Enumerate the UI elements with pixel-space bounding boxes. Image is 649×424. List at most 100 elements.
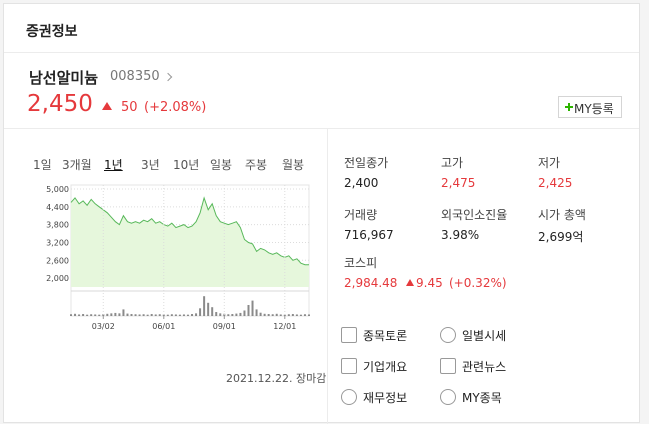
volume-bar (235, 313, 238, 316)
volume-bar (86, 314, 89, 316)
link-label[interactable]: 관련뉴스 (462, 360, 507, 374)
volume-bar (134, 314, 137, 316)
volume-bar (126, 313, 129, 316)
stock-name[interactable]: 남선알미늄 (29, 69, 99, 87)
x-tick-label: 12/01 (273, 322, 296, 331)
y-tick-label: 4,400 (46, 203, 69, 212)
volume-bar (227, 314, 230, 316)
period-tab[interactable]: 1년 (104, 158, 123, 172)
volume-bar (170, 314, 173, 316)
card-title: 증권정보 (26, 24, 78, 40)
volume-bar (110, 313, 113, 316)
stock-change-rate: (+2.08%) (144, 100, 207, 115)
period-tab[interactable]: 3년 (141, 158, 160, 172)
link-label[interactable]: 종목토론 (363, 329, 408, 343)
link-icon (440, 358, 456, 374)
volume-bar (94, 314, 97, 316)
info-label: 시가 총액 (538, 208, 586, 222)
kospi-value: 2,984.48 (344, 276, 398, 290)
chart-caption: 2021.12.22. 장마감 (226, 372, 327, 385)
volume-bar (199, 308, 202, 316)
info-value: 2,475 (441, 176, 476, 190)
plus-icon (568, 103, 570, 111)
volume-bar (90, 314, 93, 316)
link-label[interactable]: 재무정보 (363, 391, 408, 405)
y-tick-label: 2,000 (46, 274, 69, 283)
period-tab[interactable]: 1일 (33, 158, 52, 172)
volume-bar (102, 314, 105, 316)
y-tick-label: 5,000 (46, 185, 69, 194)
link-icon (341, 327, 357, 343)
period-tab[interactable]: 주봉 (245, 158, 268, 172)
volume-bar (295, 314, 298, 316)
volume-bar (74, 313, 77, 316)
up-arrow (102, 102, 112, 110)
period-tab[interactable]: 10년 (173, 158, 200, 172)
link-icon (341, 389, 357, 405)
volume-bar (215, 312, 218, 316)
info-value: 3.98% (441, 228, 480, 242)
volume-bar (70, 314, 72, 316)
volume-bar (287, 314, 290, 316)
volume-bar (166, 314, 169, 316)
info-label: 외국인소진율 (441, 208, 508, 222)
y-tick-label: 3,200 (46, 238, 69, 247)
volume-bar (122, 309, 125, 316)
volume-bar (174, 314, 177, 316)
my-button[interactable]: MY등록 (558, 96, 622, 118)
volume-bar (231, 314, 234, 316)
divider (4, 128, 639, 129)
price-chart: 2,000 2,600 3,200 3,800 4,400 5,000 03/02 06/01… (46, 184, 310, 331)
y-tick-label: 3,800 (46, 221, 69, 230)
volume-bar (82, 314, 85, 316)
volume-bar (247, 305, 250, 316)
period-tab[interactable]: 일봉 (210, 158, 233, 172)
volume-bar (182, 314, 185, 316)
info-label: 전일종가 (344, 156, 389, 170)
divider (4, 52, 639, 53)
volume-bar (303, 314, 306, 316)
info-label: 거래량 (344, 208, 378, 222)
volume-bar (114, 312, 117, 316)
volume-bar (154, 314, 157, 316)
info-value: 2,425 (538, 176, 573, 190)
price-line (70, 196, 309, 266)
column-divider (327, 129, 328, 424)
link-label[interactable]: 일별시세 (462, 329, 507, 343)
volume-bar (267, 314, 270, 316)
volume-bar (239, 312, 242, 316)
volume-bar (138, 314, 141, 316)
info-value: 2,699억 (538, 230, 584, 244)
volume-bar (191, 314, 194, 316)
volume-bar (142, 314, 145, 316)
link-icon (440, 327, 456, 343)
link-label[interactable]: MY종목 (462, 391, 502, 405)
volume-bar (186, 314, 189, 316)
info-label: 고가 (441, 156, 464, 170)
volume-bar (243, 310, 246, 316)
volume-bar (106, 313, 109, 316)
period-tab[interactable]: 월봉 (282, 158, 305, 172)
stock-price: 2,450 (27, 91, 93, 117)
up-arrow (406, 279, 414, 286)
volume-bar (291, 314, 294, 316)
volume-bar (259, 312, 262, 316)
kospi-label: 코스피 (344, 256, 378, 270)
volume-bar (263, 313, 266, 316)
period-tab[interactable]: 3개월 (62, 158, 92, 172)
volume-bar (158, 314, 161, 316)
info-label: 저가 (538, 156, 561, 170)
volume-bar (162, 314, 165, 316)
volume-bar (279, 314, 282, 316)
link-icon (440, 389, 456, 405)
x-tick-label: 03/02 (92, 322, 115, 331)
my-button-label[interactable]: MY등록 (574, 102, 614, 116)
stock-card: 증권정보 남선알미늄 008350 2,450 50 (+2.08%) MY등록… (3, 3, 640, 424)
volume-bar (195, 313, 198, 316)
link-label[interactable]: 기업개요 (363, 360, 408, 374)
volume-bar (150, 314, 153, 316)
info-value: 2,400 (344, 176, 379, 190)
volume-bar (283, 314, 286, 316)
stock-code[interactable]: 008350 (110, 69, 160, 84)
